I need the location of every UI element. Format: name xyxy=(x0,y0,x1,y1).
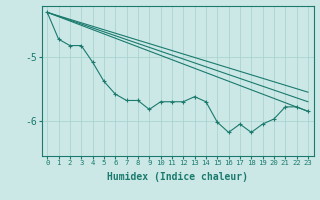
X-axis label: Humidex (Indice chaleur): Humidex (Indice chaleur) xyxy=(107,172,248,182)
